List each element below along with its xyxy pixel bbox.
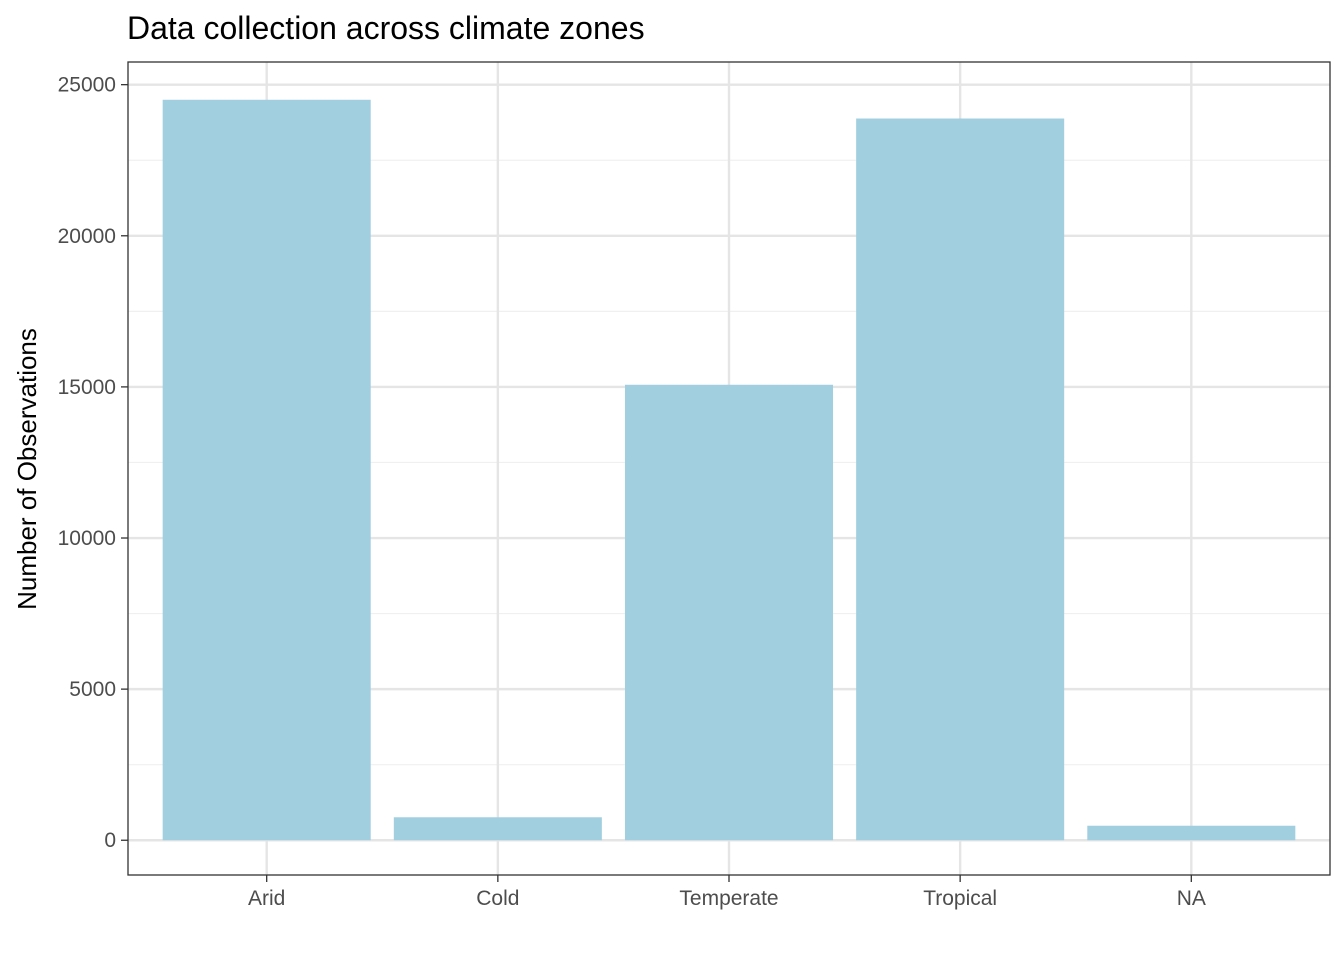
y-axis-title: Number of Observations	[12, 328, 42, 610]
x-tick-label: Tropical	[923, 887, 997, 910]
bar-na	[1087, 825, 1296, 841]
y-tick-label: 25000	[58, 74, 116, 97]
y-tick-label: 0	[104, 829, 116, 852]
x-tick-label: Arid	[248, 887, 285, 910]
bar-tropical	[856, 118, 1065, 841]
y-tick-label: 5000	[69, 678, 116, 701]
y-tick-label: 10000	[58, 527, 116, 550]
x-tick-label: Cold	[476, 887, 519, 910]
bar-arid	[162, 99, 371, 841]
x-tick-label: NA	[1177, 887, 1206, 910]
bar-cold	[393, 817, 602, 841]
axes: 0 5000 10000 15000 20000 25000 Arid Cold Tempera…	[58, 61, 1331, 910]
chart-title: Data collection across climate zones	[127, 10, 645, 46]
bars	[162, 99, 1296, 841]
x-tick-label: Temperate	[679, 887, 778, 910]
y-tick-label: 20000	[58, 225, 116, 248]
bar-temperate	[624, 384, 834, 841]
y-tick-label: 15000	[58, 376, 116, 399]
